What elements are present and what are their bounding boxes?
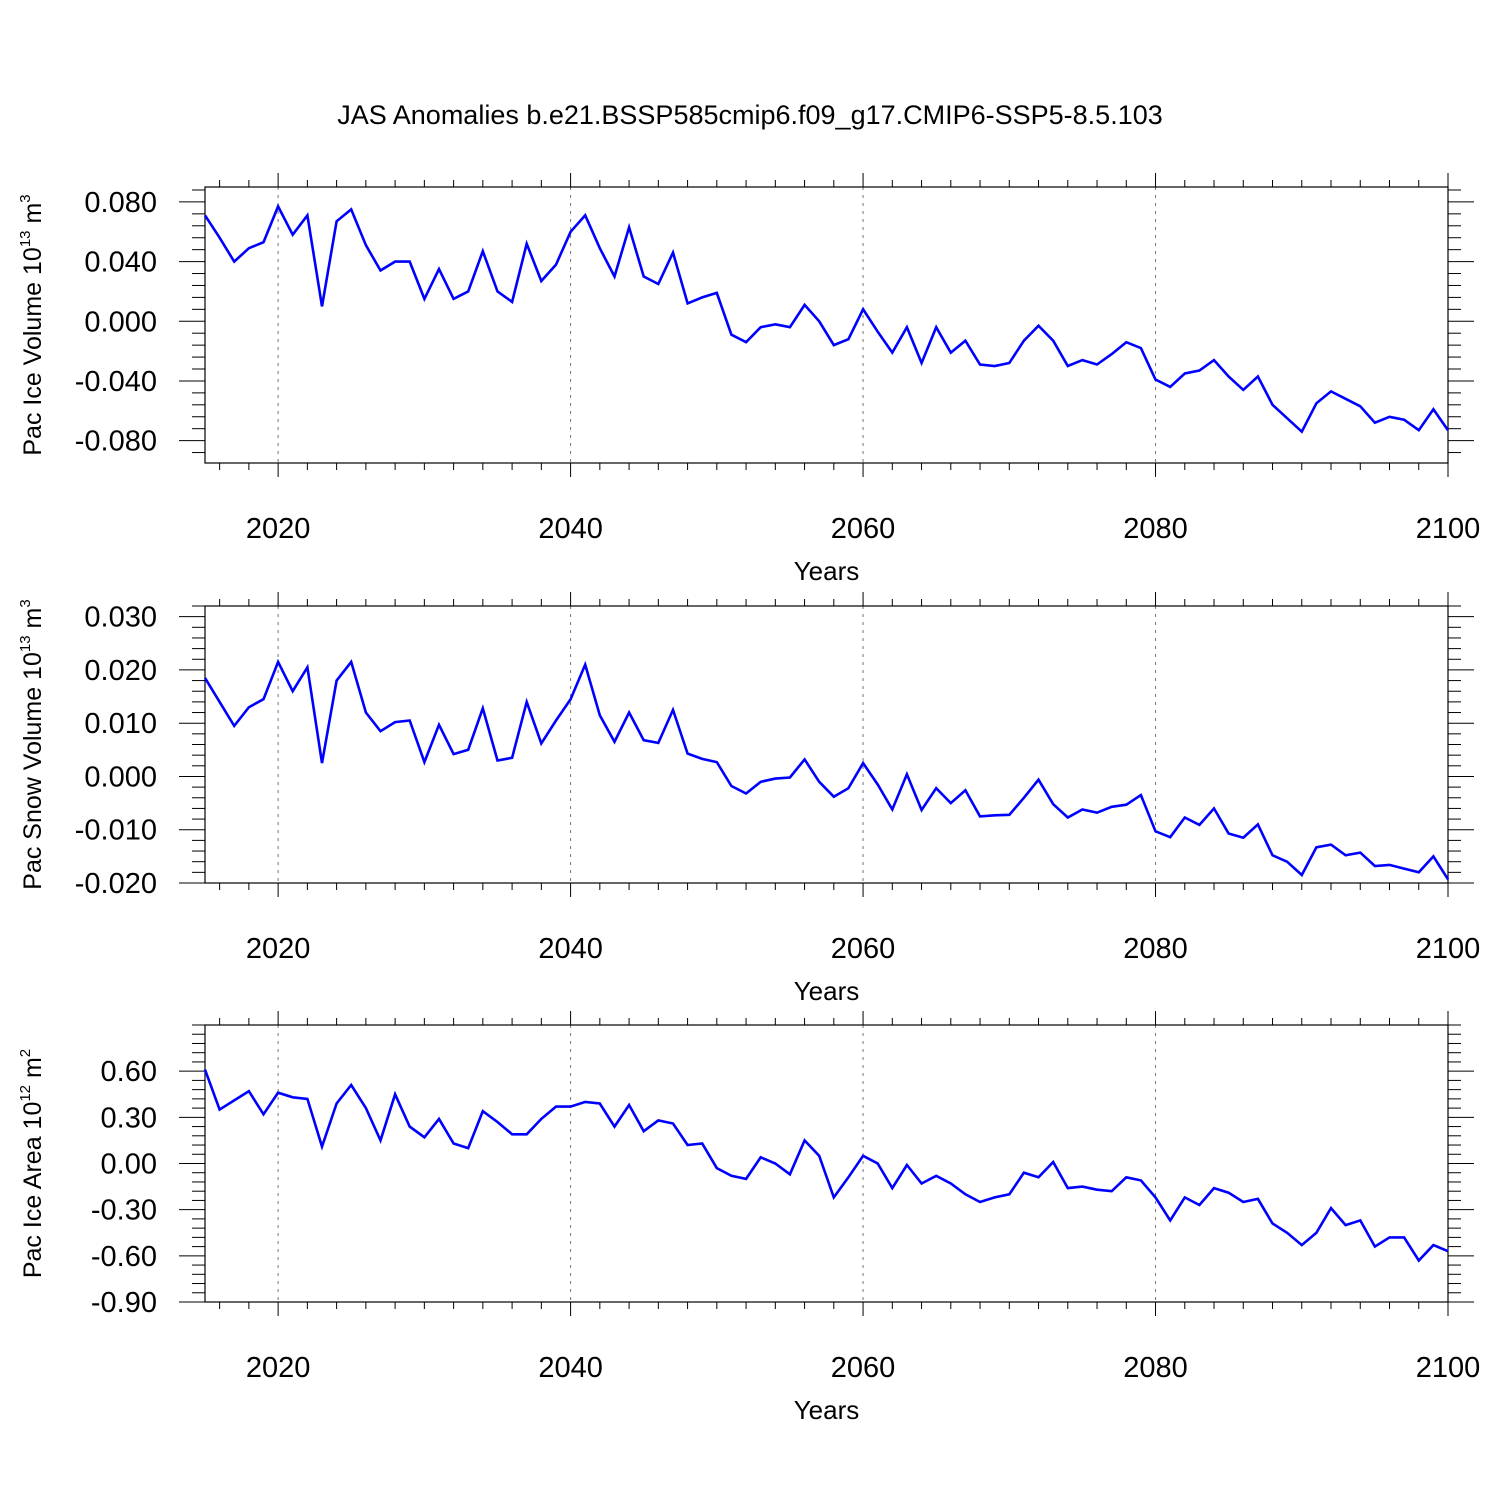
x-tick-label: 2080: [1123, 1352, 1188, 1384]
y-axis-label: Pac Snow Volume 1013 m3: [17, 599, 47, 889]
y-tick-label: -0.30: [91, 1195, 157, 1227]
panels: 2020 2040 2060 2080 2100 -0.080 -0.040 0.000 0.0…: [17, 173, 1480, 1425]
plot-frame: [204, 605, 1449, 884]
y-tick-label: 0.030: [84, 602, 157, 634]
panel-1: 2020 2040 2060 2080 2100 -0.080 -0.040 0.000 0.0…: [17, 173, 1480, 586]
x-tick-label: 2060: [831, 513, 896, 545]
x-axis-label: Years: [794, 976, 860, 1006]
x-tick-label: 2040: [538, 1352, 603, 1384]
figure-title: JAS Anomalies b.e21.BSSP585cmip6.f09_g17…: [337, 100, 1163, 130]
plot-frame: [204, 186, 1449, 464]
y-axis-label: Pac Ice Area 1012 m2: [17, 1049, 47, 1278]
panel-3: 2020 2040 2060 2080 2100 -0.90 -0.60 -0.30 0.00 0…: [17, 1011, 1480, 1425]
y-tick-label: -0.60: [91, 1241, 157, 1273]
y-tick-label: 0.30: [101, 1102, 157, 1134]
x-tick-label: 2080: [1123, 513, 1188, 545]
y-tick-label: -0.90: [91, 1287, 157, 1319]
x-tick-label: 2040: [538, 933, 603, 965]
y-tick-label: -0.020: [75, 868, 157, 900]
y-tick-label: 0.080: [84, 187, 157, 219]
x-axis-label: Years: [794, 556, 860, 586]
x-tick-label: 2100: [1416, 1352, 1481, 1384]
y-tick-label: 0.020: [84, 655, 157, 687]
x-tick-label: 2020: [246, 1352, 311, 1384]
x-axis-label: Years: [794, 1395, 860, 1425]
series-line: [203, 1069, 1449, 1263]
y-tick-label: -0.010: [75, 815, 157, 847]
y-tick-label: -0.080: [75, 426, 157, 458]
series-line: [203, 203, 1450, 434]
y-tick-label: 0.60: [101, 1056, 157, 1088]
y-tick-label: 0.000: [84, 761, 157, 793]
x-tick-label: 2080: [1123, 933, 1188, 965]
x-tick-label: 2060: [831, 933, 896, 965]
y-tick-label: 0.00: [101, 1149, 157, 1181]
x-tick-label: 2040: [538, 513, 603, 545]
y-tick-label: -0.040: [75, 366, 157, 398]
x-tick-label: 2020: [246, 933, 311, 965]
y-axis-label: Pac Ice Volume 1013 m3: [17, 194, 47, 455]
x-tick-label: 2020: [246, 513, 311, 545]
y-tick-label: 0.000: [84, 306, 157, 338]
y-tick-label: 0.010: [84, 708, 157, 740]
panel-2: 2020 2040 2060 2080 2100 -0.020 -0.010 0.000 0.0…: [17, 592, 1480, 1006]
x-tick-label: 2100: [1416, 513, 1481, 545]
x-tick-label: 2100: [1416, 933, 1481, 965]
plot-frame: [204, 1024, 1449, 1303]
x-tick-label: 2060: [831, 1352, 896, 1384]
series-line: [203, 658, 1450, 880]
y-tick-label: 0.040: [84, 247, 157, 279]
